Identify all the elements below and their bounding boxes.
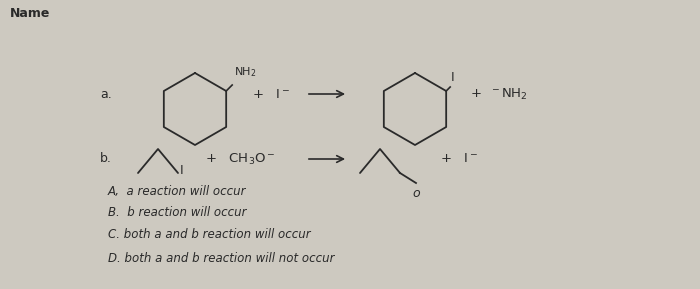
Text: +  $^-$NH$_2$: + $^-$NH$_2$ (470, 86, 528, 101)
Text: +   CH$_3$O$^-$: + CH$_3$O$^-$ (205, 151, 276, 166)
Text: A,  a reaction will occur: A, a reaction will occur (108, 184, 246, 197)
Text: +   I$^-$: + I$^-$ (252, 88, 290, 101)
Text: I: I (452, 71, 455, 84)
Text: D. both a and b reaction will not occur: D. both a and b reaction will not occur (108, 253, 335, 266)
Text: Name: Name (10, 7, 50, 20)
Text: a.: a. (100, 88, 112, 101)
Text: b.: b. (100, 153, 112, 166)
Text: C. both a and b reaction will occur: C. both a and b reaction will occur (108, 229, 311, 242)
Text: o: o (412, 187, 419, 200)
Text: +   I$^-$: + I$^-$ (440, 153, 478, 166)
Text: NH$_2$: NH$_2$ (234, 65, 257, 79)
Text: I: I (180, 164, 183, 177)
Text: B.  b reaction will occur: B. b reaction will occur (108, 207, 246, 220)
